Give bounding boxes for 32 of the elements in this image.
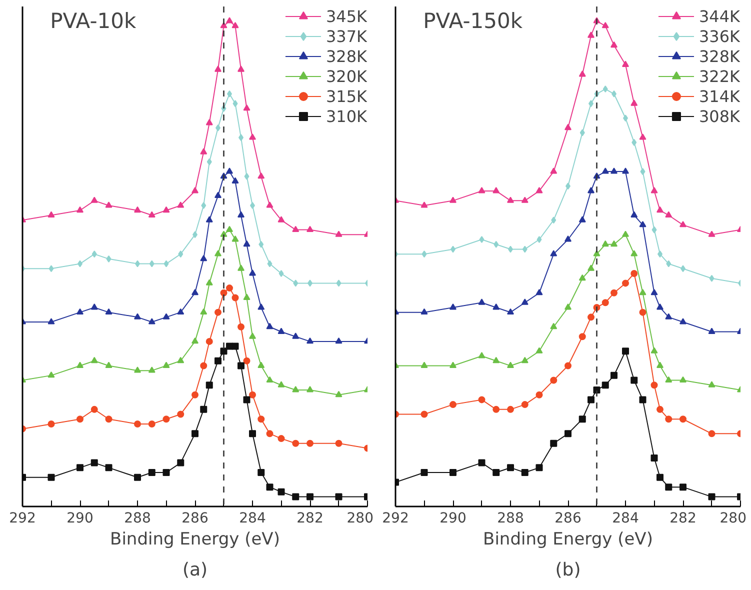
- text: (b): [555, 560, 581, 580]
- legend-label: 310K: [326, 106, 367, 126]
- x-tick-label: 290: [66, 510, 94, 526]
- legend-label: 308K: [698, 106, 740, 126]
- x-axis-title: Binding Energy (eV): [483, 530, 653, 550]
- x-tick-label: 290: [440, 510, 466, 526]
- legend-label: 328K: [326, 46, 367, 66]
- x-tick-label: 280: [720, 510, 747, 526]
- chart-title: PVA-10k: [50, 9, 137, 33]
- text: (a): [182, 560, 208, 580]
- x-tick-label: 284: [612, 510, 639, 526]
- x-tick-label: 292: [9, 510, 36, 526]
- legend-label: 336K: [698, 26, 740, 46]
- x-tick-label: 280: [346, 510, 374, 526]
- legend-label: 344K: [698, 6, 740, 26]
- chart-title: PVA-150k: [423, 9, 524, 33]
- legend-label: 337K: [326, 26, 367, 46]
- legend-label: 320K: [326, 66, 367, 86]
- legend-label: 315K: [326, 86, 367, 106]
- x-tick-label: 284: [239, 510, 266, 526]
- legend-label: 314K: [698, 86, 740, 106]
- x-tick-label: 286: [182, 510, 208, 526]
- x-tick-label: 286: [554, 510, 582, 526]
- legend-label: 345K: [326, 6, 367, 26]
- legend-label: 328K: [698, 46, 740, 66]
- x-tick-label: 282: [670, 510, 696, 526]
- x-tick-label: 292: [382, 510, 409, 526]
- x-tick-label: 288: [497, 510, 524, 526]
- x-axis-title: Binding Energy (eV): [110, 530, 280, 550]
- x-tick-label: 288: [124, 510, 151, 526]
- x-tick-label: 282: [296, 510, 324, 526]
- legend-label: 322K: [698, 66, 740, 86]
